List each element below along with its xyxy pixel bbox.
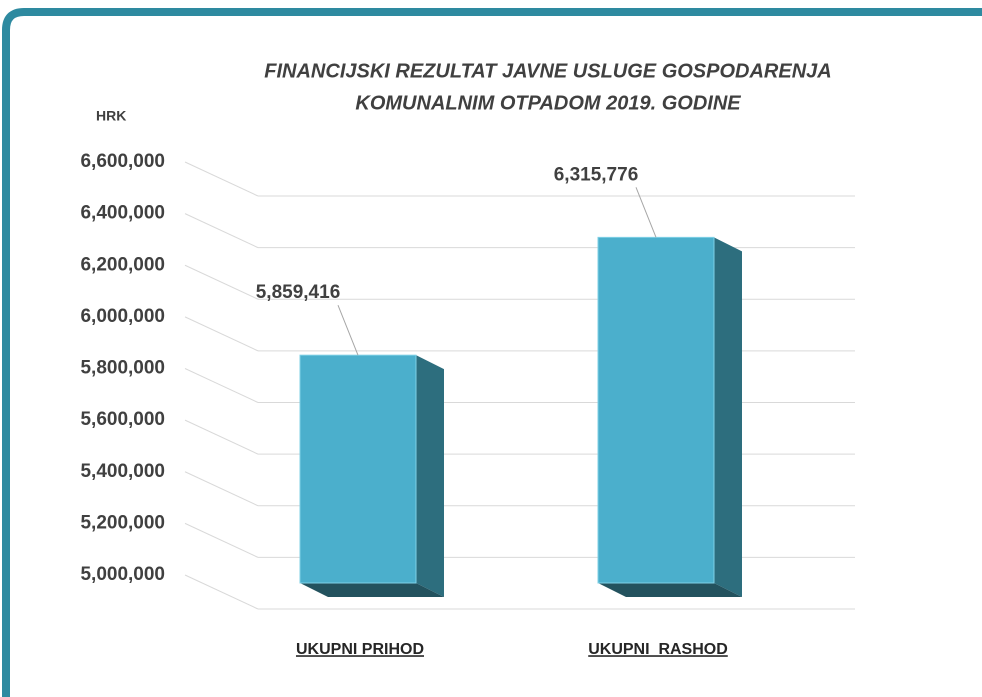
y-tick-label: 6,000,000: [80, 306, 165, 327]
y-tick-label: 6,400,000: [80, 203, 165, 224]
bar-bottom: [598, 583, 742, 597]
grid-line: [184, 368, 259, 403]
y-tick-label: 5,200,000: [80, 512, 165, 533]
leader-line: [635, 187, 657, 238]
grid-line: [184, 471, 259, 507]
y-tick-label: 5,800,000: [80, 358, 165, 379]
grid-line: [184, 419, 259, 455]
y-tick-label: 5,000,000: [80, 564, 165, 585]
grid-line: [184, 161, 259, 197]
bar: [597, 236, 715, 584]
grid-line: [184, 522, 259, 558]
y-tick-label: 5,400,000: [80, 461, 165, 482]
x-tick-label: UKUPNI PRIHOD: [296, 641, 424, 658]
bar: [299, 354, 417, 584]
bar-bottom: [300, 583, 444, 597]
grid-line: [184, 316, 259, 352]
frame: [2, 8, 982, 697]
chart-title: KOMUNALNIM OTPADOM 2019. GODINE: [355, 92, 741, 114]
grid-line: [184, 574, 259, 610]
y-tick-label: 5,600,000: [80, 409, 165, 430]
value-label: 5,859,416: [256, 282, 341, 303]
value-label: 6,315,776: [554, 164, 639, 185]
y-axis-label: HRK: [96, 108, 126, 124]
x-tick-label: UKUPNI RASHOD: [588, 641, 728, 658]
chart-title: FINANCIJSKI REZULTAT JAVNE USLUGE GOSPOD…: [264, 60, 831, 82]
y-tick-label: 6,600,000: [80, 151, 165, 172]
leader-line: [337, 304, 359, 356]
grid-line: [184, 264, 259, 300]
bar-side: [714, 237, 742, 597]
grid-line: [184, 213, 259, 249]
y-tick-label: 6,200,000: [80, 254, 165, 275]
bar-side: [416, 355, 444, 597]
